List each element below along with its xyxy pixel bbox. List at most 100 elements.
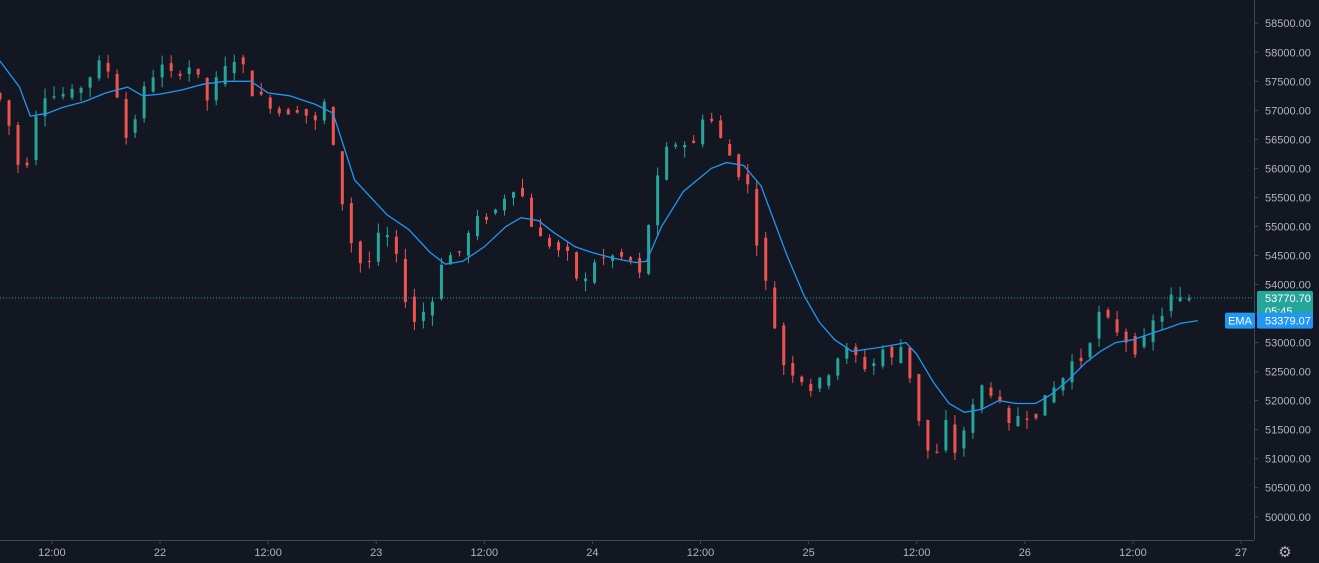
- candle-body: [70, 88, 74, 98]
- last-price-label: 53770.70: [1265, 293, 1311, 305]
- candle-body: [1151, 320, 1155, 343]
- candle-body: [971, 404, 975, 433]
- candle-body: [430, 301, 434, 316]
- candle-body: [169, 63, 173, 71]
- time-scale-panel: [0, 540, 1319, 563]
- candle-body: [1124, 331, 1128, 343]
- candle-body: [331, 106, 335, 145]
- candle-body: [692, 140, 696, 143]
- candle-body: [457, 251, 461, 253]
- candle-body: [935, 451, 939, 453]
- time-tick-label: 12:00: [1119, 547, 1147, 559]
- candle-body: [439, 264, 443, 299]
- candle-body: [484, 216, 488, 220]
- candle-body: [737, 154, 741, 178]
- price-tick-label: 51000.00: [1265, 454, 1311, 466]
- candle-body: [1187, 298, 1191, 301]
- candle-body: [926, 419, 930, 451]
- candle-body: [548, 237, 552, 247]
- candle-body: [809, 383, 813, 392]
- time-tick-label: 24: [586, 547, 598, 559]
- candle-body: [836, 358, 840, 376]
- candle-body: [7, 100, 11, 126]
- candle-body: [16, 124, 20, 165]
- candle-body: [746, 174, 750, 185]
- time-tick-label: 27: [1235, 547, 1247, 559]
- candle-body: [196, 68, 200, 75]
- candle-body: [0, 92, 2, 100]
- candle-body: [52, 96, 56, 98]
- candle-body: [1142, 336, 1146, 347]
- candle-body: [773, 287, 777, 329]
- candle-body: [79, 87, 83, 93]
- time-tick-label: 23: [370, 547, 382, 559]
- candle-body: [358, 241, 362, 264]
- price-tick-label: 54500.00: [1265, 250, 1311, 262]
- price-tick-label: 58000.00: [1265, 47, 1311, 59]
- candle-body: [259, 91, 263, 95]
- time-tick-label: 12:00: [38, 547, 66, 559]
- price-tick-label: 56500.00: [1265, 134, 1311, 146]
- candle-body: [1070, 361, 1074, 383]
- candle-body: [908, 347, 912, 379]
- candle-body: [638, 258, 642, 273]
- candle-body: [34, 116, 38, 161]
- candle-body: [1088, 343, 1092, 358]
- candle-body: [133, 119, 137, 133]
- candle-body: [944, 419, 948, 451]
- candle-body: [656, 175, 660, 226]
- candle-body: [575, 252, 579, 279]
- candle-body: [845, 347, 849, 359]
- candle-body: [286, 109, 290, 115]
- price-tick-label: 52500.00: [1265, 367, 1311, 379]
- candle-body: [863, 357, 867, 370]
- candle-body: [151, 77, 155, 92]
- candle-body: [412, 296, 416, 322]
- price-tick-label: 57000.00: [1265, 105, 1311, 117]
- candle-body: [584, 278, 588, 282]
- candle-body: [872, 363, 876, 366]
- candle-body: [1160, 316, 1164, 322]
- candle-body: [791, 362, 795, 376]
- candle-body: [214, 77, 218, 101]
- candle-body: [998, 396, 1002, 402]
- time-tick-label: 25: [802, 547, 814, 559]
- candle-body: [322, 101, 326, 121]
- ema-value-label: 53379.07: [1265, 316, 1311, 328]
- candle-body: [1043, 395, 1047, 416]
- price-tick-label: 58500.00: [1265, 18, 1311, 30]
- candle-body: [647, 225, 651, 274]
- price-tick-label: 54000.00: [1265, 280, 1311, 292]
- time-tick-label: 12:00: [254, 547, 282, 559]
- gear-icon[interactable]: ⚙: [1278, 543, 1292, 561]
- time-tick-label: 12:00: [903, 547, 931, 559]
- candle-body: [665, 146, 669, 180]
- candle-body: [890, 346, 894, 358]
- candle-body: [466, 232, 470, 256]
- candle-body: [1034, 413, 1038, 419]
- candle-body: [340, 151, 344, 205]
- candle-body: [232, 62, 236, 74]
- candle-body: [277, 108, 281, 114]
- candle-body: [448, 255, 452, 265]
- candle-body: [295, 110, 299, 113]
- candle-body: [475, 216, 479, 237]
- time-tick-label: 12:00: [471, 547, 499, 559]
- candle-body: [97, 60, 101, 79]
- price-tick-label: 50500.00: [1265, 483, 1311, 495]
- candle-body: [178, 73, 182, 76]
- ema-layer: [0, 60, 1198, 413]
- candle-body: [764, 237, 768, 281]
- ema-name-label: EMA: [1228, 316, 1253, 328]
- candle-body: [719, 120, 723, 138]
- candle-body: [881, 349, 885, 367]
- candle-body: [250, 70, 254, 97]
- candle-body: [827, 375, 831, 386]
- candle-body: [1016, 416, 1020, 427]
- price-tick-label: 52000.00: [1265, 396, 1311, 408]
- price-tick-label: 53000.00: [1265, 338, 1311, 350]
- candle-body: [1007, 407, 1011, 424]
- price-tick-label: 56000.00: [1265, 163, 1311, 175]
- candle-body: [980, 385, 984, 409]
